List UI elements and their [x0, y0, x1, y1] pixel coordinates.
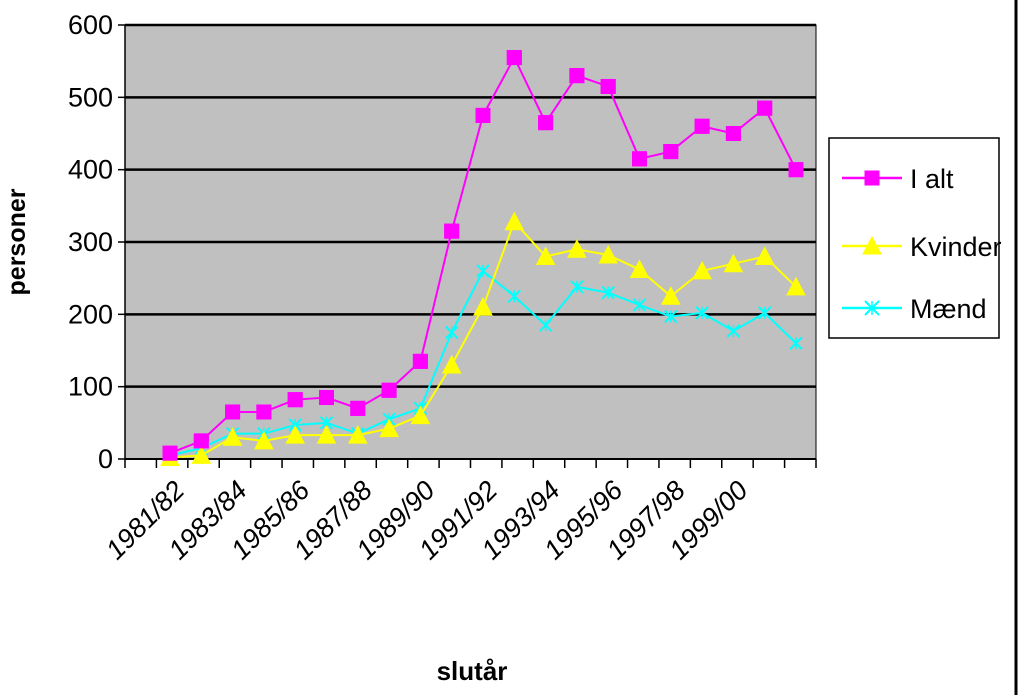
data-point	[757, 306, 772, 320]
data-point	[629, 259, 650, 278]
data-point	[788, 162, 804, 178]
data-point	[507, 289, 522, 303]
legend-marker	[864, 170, 880, 186]
data-point	[725, 126, 741, 141]
data-point	[287, 392, 303, 408]
data-point	[347, 425, 368, 444]
legend-marker	[864, 300, 880, 316]
y-tick-label: 100	[68, 372, 113, 402]
data-point	[664, 309, 678, 324]
x-axis: 1981/821983/841985/861987/881989/901991/…	[100, 458, 817, 565]
data-point	[316, 425, 337, 444]
legend: I alt Kvinder Mænd	[828, 137, 1002, 339]
y-tick-label: 200	[68, 299, 113, 329]
y-tick-label: 600	[68, 10, 113, 40]
data-point	[660, 286, 681, 305]
data-point	[379, 418, 399, 438]
data-point	[786, 276, 806, 296]
data-point	[726, 324, 741, 338]
series-group	[160, 50, 806, 467]
legend-box	[828, 137, 1000, 339]
data-point	[285, 425, 306, 444]
data-point	[663, 144, 679, 160]
data-point	[600, 78, 616, 94]
data-point	[319, 390, 334, 406]
data-point	[567, 239, 587, 258]
y-tick-label: 0	[98, 444, 113, 474]
y-tick-label: 400	[68, 155, 113, 185]
data-point	[504, 211, 525, 231]
data-point	[222, 427, 243, 446]
data-point	[225, 404, 241, 420]
data-point	[350, 400, 366, 416]
legend-label: Mænd	[910, 294, 987, 324]
data-point	[754, 246, 775, 265]
data-point	[254, 430, 274, 450]
data-point	[162, 445, 178, 461]
data-point	[632, 298, 647, 312]
data-point	[538, 318, 553, 332]
data-point	[535, 246, 556, 265]
data-point	[476, 264, 490, 278]
y-tick-label: 500	[68, 82, 113, 112]
data-point	[506, 50, 522, 66]
data-point	[601, 285, 615, 300]
data-point	[692, 260, 712, 280]
data-point	[789, 336, 803, 350]
legend-marker	[862, 235, 882, 255]
data-point	[757, 100, 773, 116]
x-axis-title: slutår	[437, 656, 508, 686]
legend-label: I alt	[910, 164, 954, 194]
data-point	[444, 325, 459, 340]
legend-label: Kvinder	[910, 232, 1002, 262]
data-point	[570, 280, 584, 294]
data-point	[473, 297, 493, 316]
data-point	[381, 382, 397, 398]
data-point	[441, 354, 462, 374]
y-tick-label: 300	[68, 227, 113, 257]
data-point	[256, 404, 272, 420]
y-axis: 0 100 200 300 400 500 600	[68, 10, 126, 474]
data-point	[694, 118, 710, 134]
data-point	[695, 306, 709, 320]
data-point	[193, 433, 209, 449]
data-point	[444, 223, 460, 239]
y-axis-title: personer	[3, 188, 31, 295]
data-point	[410, 405, 431, 425]
data-point	[191, 445, 212, 464]
data-point	[598, 244, 619, 264]
data-point	[538, 115, 554, 131]
data-point	[412, 353, 428, 369]
data-point	[632, 151, 647, 167]
data-point	[723, 253, 744, 273]
data-point	[569, 68, 585, 84]
data-point	[475, 107, 491, 123]
